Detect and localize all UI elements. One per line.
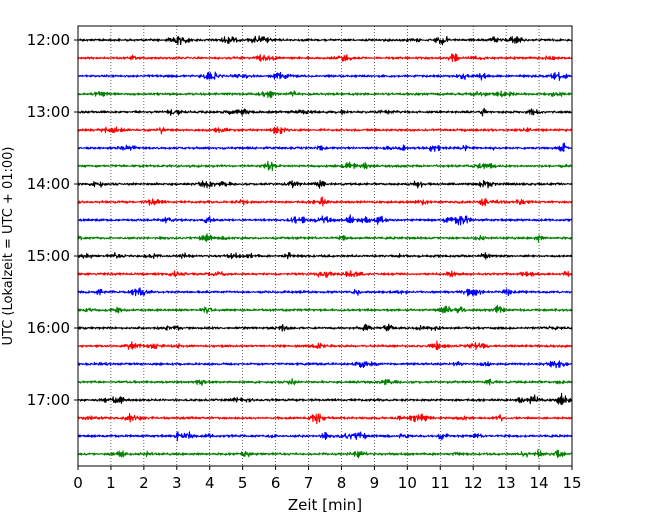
x-tick-label-12: 12 (464, 474, 483, 492)
y-axis-ticks: 12:00 13:00 14:00 15:00 16:00 17:00 (27, 31, 78, 409)
y-tick-label-5: 17:00 (27, 391, 70, 409)
trace-line-15 (77, 304, 573, 315)
y-tick-label-0: 12:00 (27, 31, 70, 49)
x-tick-label-11: 11 (431, 474, 450, 492)
x-tick-label-14: 14 (530, 474, 549, 492)
trace-line-9 (77, 196, 573, 207)
x-tick-label-1: 1 (106, 474, 116, 492)
trace-line-18 (77, 360, 573, 369)
y-tick-label-1: 13:00 (27, 103, 70, 121)
x-tick-label-7: 7 (304, 474, 314, 492)
y-tick-label-4: 16:00 (27, 319, 70, 337)
trace-line-4 (77, 107, 573, 117)
trace-line-2 (77, 71, 573, 82)
trace-line-7 (77, 160, 573, 172)
trace-line-23 (77, 449, 573, 459)
trace-line-17 (77, 340, 573, 351)
trace-line-19 (77, 378, 573, 386)
x-axis-ticks: 0 1 2 3 4 5 6 7 8 9 10 11 12 13 14 15 (73, 466, 582, 492)
trace-line-20 (77, 392, 573, 405)
trace-line-6 (77, 142, 573, 153)
x-tick-label-13: 13 (497, 474, 516, 492)
x-tick-label-10: 10 (398, 474, 417, 492)
x-tick-label-5: 5 (238, 474, 248, 492)
y-tick-label-3: 15:00 (27, 247, 70, 265)
x-tick-label-15: 15 (562, 474, 581, 492)
trace-line-14 (77, 287, 573, 297)
x-tick-label-4: 4 (205, 474, 215, 492)
x-tick-label-9: 9 (370, 474, 380, 492)
trace-line-10 (77, 214, 573, 226)
trace-line-0 (77, 35, 573, 46)
x-tick-label-6: 6 (271, 474, 281, 492)
x-tick-label-0: 0 (73, 474, 83, 492)
trace-group (77, 35, 573, 459)
grid-lines (110, 26, 540, 466)
x-axis-label: Zeit [min] (288, 496, 362, 514)
trace-line-22 (77, 431, 573, 442)
x-tick-label-3: 3 (172, 474, 182, 492)
trace-line-1 (77, 53, 573, 63)
trace-line-11 (77, 233, 573, 243)
x-tick-label-2: 2 (139, 474, 149, 492)
trace-line-16 (77, 323, 573, 332)
trace-line-3 (77, 90, 573, 99)
trace-line-12 (77, 252, 573, 260)
x-tick-label-8: 8 (337, 474, 347, 492)
trace-line-13 (77, 270, 573, 278)
trace-line-5 (77, 126, 573, 135)
trace-line-21 (77, 412, 573, 425)
trace-line-8 (77, 179, 573, 189)
plot-frame (77, 25, 573, 467)
y-axis-label: UTC (Lokalzeit = UTC + 01:00) (1, 147, 16, 346)
y-tick-label-2: 14:00 (27, 175, 70, 193)
